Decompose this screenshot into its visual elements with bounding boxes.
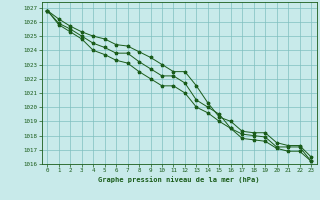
- X-axis label: Graphe pression niveau de la mer (hPa): Graphe pression niveau de la mer (hPa): [99, 176, 260, 183]
